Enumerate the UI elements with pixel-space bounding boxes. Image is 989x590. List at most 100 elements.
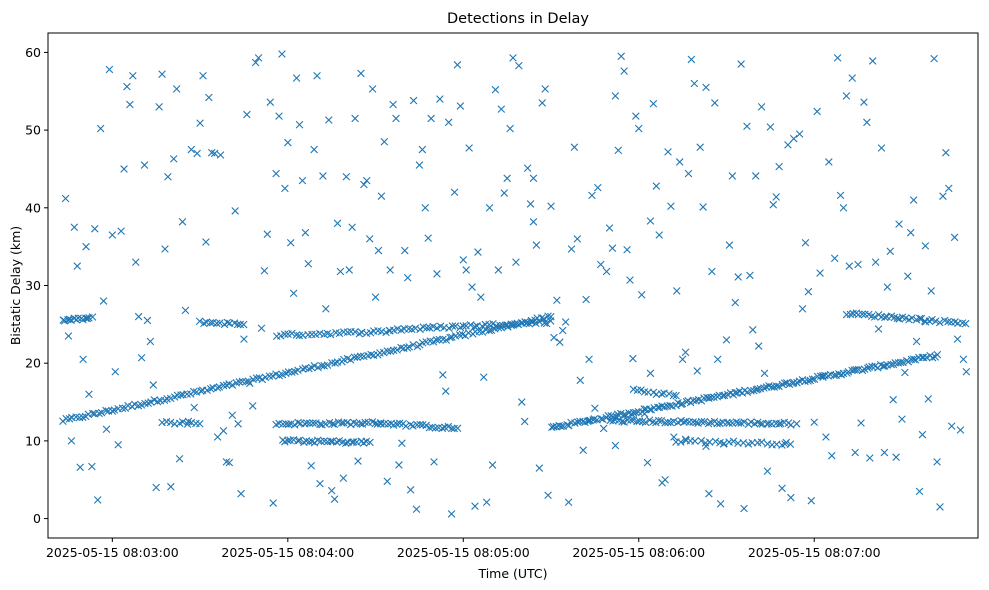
data-point (748, 438, 756, 447)
data-point (819, 373, 827, 381)
data-point (239, 320, 248, 329)
data-point (183, 390, 191, 398)
data-point (310, 145, 318, 154)
data-point (822, 433, 830, 441)
data-point (302, 419, 311, 427)
data-point (342, 172, 351, 181)
data-point (377, 420, 385, 428)
data-point (649, 418, 657, 426)
data-point (655, 231, 664, 239)
data-point (95, 409, 103, 418)
data-point (933, 350, 942, 359)
axes-ticks: 2025-05-15 08:03:00 2025-05-15 08:04:00 20… (25, 45, 881, 560)
data-point (854, 260, 862, 269)
data-point (866, 454, 874, 462)
data-point (638, 417, 647, 426)
data-point (421, 204, 430, 212)
data-point (749, 325, 757, 334)
data-point (231, 207, 239, 215)
data-point (632, 408, 640, 417)
data-point (664, 418, 672, 427)
plot-frame (47, 32, 979, 539)
data-point (444, 422, 453, 431)
data-point (181, 306, 190, 315)
data-point (281, 184, 289, 193)
data-point (442, 336, 451, 344)
data-point (704, 419, 713, 428)
data-point (627, 416, 635, 424)
data-point (465, 144, 473, 152)
data-point (310, 362, 319, 370)
x-tick-label: 2025-05-15 08:07:00 (748, 545, 881, 560)
data-point (93, 496, 102, 504)
data-point (118, 404, 127, 412)
data-point (343, 418, 352, 427)
data-point (959, 355, 968, 364)
data-point (137, 353, 146, 362)
data-point (886, 247, 895, 256)
data-point (61, 194, 70, 203)
data-point (646, 369, 655, 378)
data-point (305, 419, 314, 428)
data-point (120, 165, 128, 173)
data-point (892, 453, 900, 461)
data-point (520, 417, 529, 426)
data-point (403, 273, 412, 282)
data-point (207, 148, 216, 157)
data-point (155, 103, 163, 111)
data-point (361, 418, 369, 427)
data-point (292, 74, 301, 82)
data-point (383, 347, 392, 355)
data-point (409, 340, 417, 349)
data-point (415, 161, 424, 169)
data-point (257, 324, 266, 333)
data-point (677, 438, 685, 446)
data-point (462, 322, 470, 330)
data-point (236, 320, 245, 329)
data-point (366, 438, 374, 447)
data-point (614, 146, 623, 155)
data-point (246, 379, 254, 388)
data-point (707, 393, 715, 402)
data-point (689, 418, 697, 426)
data-point (167, 482, 175, 491)
data-point (896, 358, 905, 367)
data-point (401, 246, 409, 255)
data-point (871, 258, 880, 266)
data-point (350, 353, 359, 361)
data-point (722, 336, 731, 344)
data-point (590, 415, 599, 423)
data-point (716, 500, 725, 508)
data-point (164, 172, 172, 181)
data-point (466, 321, 475, 329)
data-point (750, 386, 758, 395)
data-point (810, 418, 819, 427)
data-point (371, 293, 380, 301)
data-point (754, 342, 763, 350)
data-point (389, 100, 397, 109)
data-point (88, 409, 97, 418)
data-point (743, 122, 751, 131)
data-point (422, 421, 430, 430)
data-point (760, 384, 768, 392)
data-point (336, 267, 345, 276)
data-point (402, 422, 410, 430)
data-point (406, 486, 415, 494)
data-point (65, 415, 74, 423)
data-point (269, 499, 277, 507)
data-point (944, 317, 952, 326)
data-point (330, 495, 339, 503)
data-point (277, 332, 285, 340)
data-point (931, 317, 940, 325)
data-point (852, 365, 860, 374)
data-point (909, 355, 918, 363)
x-tick-label: 2025-05-15 08:05:00 (397, 545, 530, 560)
data-point (693, 367, 702, 375)
data-point (314, 363, 322, 372)
data-point (573, 235, 582, 243)
data-point (953, 335, 962, 343)
data-point (947, 422, 956, 430)
data-point (553, 296, 561, 305)
data-point (731, 388, 739, 397)
data-point (846, 310, 855, 319)
